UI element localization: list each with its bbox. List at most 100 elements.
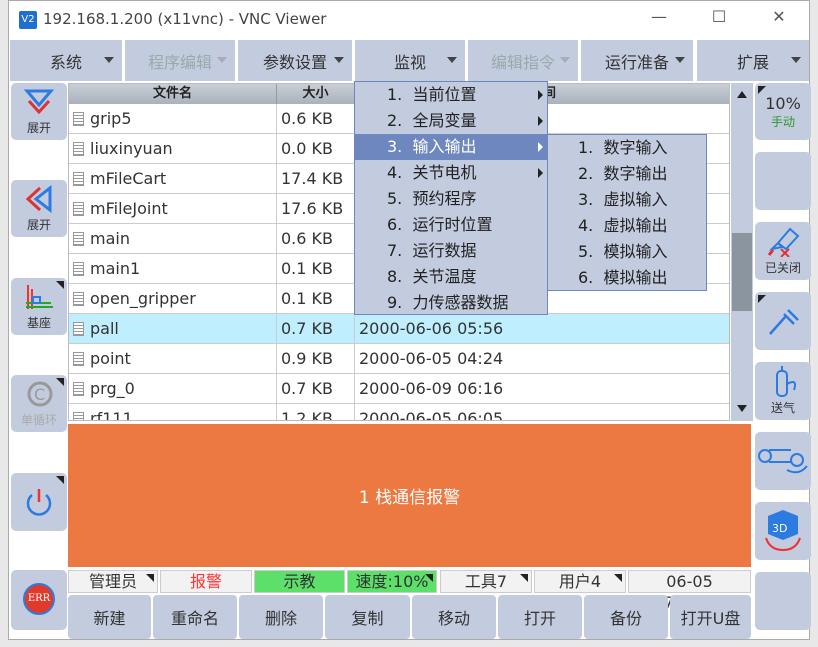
speed-value: 10% [765, 94, 801, 113]
file-icon [73, 142, 84, 156]
power-button[interactable] [11, 473, 67, 531]
bottom-button[interactable]: 打开 [498, 595, 582, 639]
speed-status[interactable]: 速度:10% [347, 570, 437, 593]
user-role-status[interactable]: 管理员 [68, 570, 158, 593]
expand-down-button[interactable]: 展开 [11, 83, 67, 140]
item-label: 虚拟输入 [603, 190, 668, 209]
monitor-menu-item[interactable]: 2. 全局变量 [355, 108, 547, 134]
table-row[interactable]: pall 0.7 KB 2000-06-06 05:56 [69, 314, 729, 344]
gas-feed-label: 送气 [770, 401, 795, 415]
welding-gun-icon [769, 309, 799, 335]
item-number: 4. [578, 216, 594, 235]
speed-mode-button[interactable]: 10% 手动 [755, 83, 811, 140]
bottom-button[interactable]: 移动 [412, 595, 496, 639]
file-time-cell: 2000-06-06 05:56 [359, 319, 504, 338]
scroll-up-icon[interactable] [737, 91, 747, 98]
menu-edit-command[interactable]: 编辑指令 [468, 40, 578, 81]
monitor-dropdown-menu: 1. 当前位置 2. 全局变量 3. 输入输出 4. 关节电机 5. 预约程序 6. 运行… [354, 81, 548, 315]
expand-left-button[interactable]: 展开 [11, 180, 67, 237]
sidebar-label: 单循环 [20, 413, 57, 427]
single-cycle-button[interactable]: C 单循环 [11, 375, 67, 432]
item-number: 7. [387, 241, 403, 260]
alarm-status[interactable]: 报警 [160, 570, 252, 593]
torch-button[interactable]: 已关闭 [755, 222, 811, 280]
file-size-cell: 0.1 KB [277, 284, 355, 314]
coordinate-base-button[interactable]: 基座 [11, 278, 67, 335]
scrollbar-thumb[interactable] [732, 233, 752, 311]
table-row[interactable]: point 0.9 KB 2000-06-05 04:24 [69, 344, 729, 374]
column-header-name[interactable]: 文件名 [69, 84, 277, 104]
io-submenu: 1. 数字输入 2. 数字输出 3. 虚拟输入 4. 虚拟输出 5. 模拟输入 6. 模拟… [547, 134, 707, 291]
empty-button[interactable] [755, 152, 811, 210]
io-submenu-item[interactable]: 5. 模拟输入 [548, 239, 706, 265]
gas-feed-button[interactable]: 送气 [755, 362, 811, 420]
robot-teach-button[interactable] [755, 432, 811, 490]
bottom-button[interactable]: 新建 [68, 595, 151, 639]
scroll-down-icon[interactable] [737, 405, 747, 412]
monitor-menu-item[interactable]: 5. 预约程序 [355, 186, 547, 212]
menu-parameters[interactable]: 参数设置 [238, 40, 352, 81]
monitor-menu-item[interactable]: 4. 关节电机 [355, 160, 547, 186]
bottom-button[interactable]: 打开U盘 [670, 595, 751, 639]
item-number: 3. [578, 190, 594, 209]
bottom-button[interactable]: 备份 [584, 595, 668, 639]
vertical-scrollbar[interactable] [731, 83, 753, 421]
empty-button[interactable] [755, 572, 811, 630]
item-number: 6. [578, 268, 594, 287]
io-submenu-item[interactable]: 1. 数字输入 [548, 135, 706, 161]
monitor-menu-item[interactable]: 1. 当前位置 [355, 82, 547, 108]
io-submenu-item[interactable]: 6. 模拟输出 [548, 265, 706, 291]
svg-text:C: C [34, 385, 45, 404]
monitor-menu-item[interactable]: 8. 关节温度 [355, 264, 547, 290]
status-text: 管理员 [88, 572, 137, 591]
torch-angle-button[interactable] [755, 292, 811, 350]
minimize-button[interactable]: — [651, 7, 667, 26]
item-label: 当前位置 [412, 85, 477, 104]
teach-mode-status[interactable]: 示教 [254, 570, 345, 593]
menu-extend[interactable]: 扩展 [697, 40, 809, 81]
3d-view-button[interactable]: 3D [755, 502, 811, 560]
io-submenu-item[interactable]: 2. 数字输出 [548, 161, 706, 187]
file-size-cell: 0.0 KB [277, 134, 355, 164]
item-label: 关节电机 [412, 163, 477, 182]
menu-bar: 系统 程序编辑 参数设置 监视 编辑指令 运行准备 扩展 [9, 38, 809, 81]
column-header-size[interactable]: 大小 [277, 84, 355, 104]
user-frame-status[interactable]: 用户4 [534, 570, 626, 593]
file-icon [73, 112, 84, 126]
welding-torch-icon [767, 227, 800, 258]
dropdown-arrow-icon [447, 57, 457, 63]
file-name-cell: main1 [69, 254, 277, 284]
sidebar-label: 基座 [26, 316, 51, 330]
close-button[interactable]: ✕ [772, 7, 786, 26]
menu-system[interactable]: 系统 [10, 40, 122, 81]
error-button[interactable]: ERR [11, 570, 67, 630]
file-time-cell: 2000-06-09 06:16 [359, 379, 504, 398]
monitor-menu-item[interactable]: 9. 力传感器数据 [355, 290, 547, 316]
item-label: 全局变量 [412, 111, 477, 130]
file-name: mFileJoint [90, 199, 168, 218]
monitor-menu-item[interactable]: 3. 输入输出 [355, 134, 547, 160]
maximize-button[interactable]: ☐ [711, 7, 727, 26]
file-size-cell: 0.7 KB [277, 314, 355, 344]
sidebar-label: 展开 [26, 218, 51, 232]
menu-monitor[interactable]: 监视 [355, 40, 465, 81]
io-submenu-item[interactable]: 3. 虚拟输入 [548, 187, 706, 213]
corner-marker-icon [56, 281, 64, 289]
file-name-cell: mFileCart [69, 164, 277, 194]
corner-marker-icon [758, 295, 766, 303]
table-row[interactable]: prg_0 0.7 KB 2000-06-09 06:16 [69, 374, 729, 404]
table-row[interactable]: rf111 1.2 KB 2000-06-05 06:05 [69, 404, 729, 420]
monitor-menu-item[interactable]: 6. 运行时位置 [355, 212, 547, 238]
svg-text:3D: 3D [772, 522, 787, 535]
menu-run-prepare[interactable]: 运行准备 [581, 40, 693, 81]
menu-program-edit[interactable]: 程序编辑 [125, 40, 235, 81]
bottom-button[interactable]: 删除 [239, 595, 323, 639]
monitor-menu-item[interactable]: 7. 运行数据 [355, 238, 547, 264]
file-name: main1 [90, 259, 141, 278]
bottom-button[interactable]: 重命名 [153, 595, 237, 639]
menu-label: 程序编辑 [147, 52, 212, 72]
tool-status[interactable]: 工具7 [440, 570, 532, 593]
file-name: open_gripper [90, 289, 196, 308]
io-submenu-item[interactable]: 4. 虚拟输出 [548, 213, 706, 239]
bottom-button[interactable]: 复制 [325, 595, 410, 639]
